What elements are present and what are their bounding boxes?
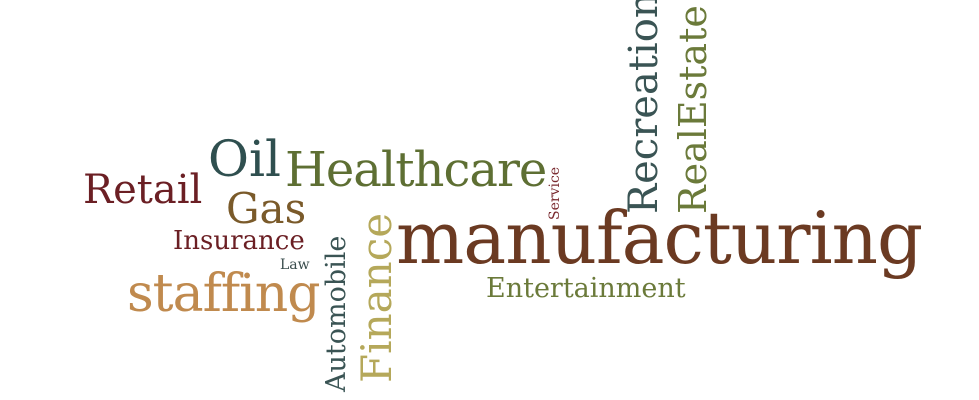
word-insurance: Insurance (173, 226, 305, 256)
word-gas: Gas (226, 184, 307, 233)
word-healthcare: Healthcare (285, 142, 547, 198)
word-automobile: Automobile (321, 235, 352, 392)
word-oil: Oil (208, 130, 281, 188)
word-service: Service (547, 166, 563, 220)
word-finance: Finance (352, 212, 401, 383)
word-retail: Retail (83, 167, 203, 213)
word-staffing: staffing (127, 264, 320, 324)
word-realestate: RealEstate (671, 5, 715, 214)
word-law: Law (280, 257, 310, 273)
word-recreation: Recreation (621, 0, 667, 214)
word-entertainment: Entertainment (486, 273, 686, 304)
word-manufacturing: manufacturing (396, 196, 923, 280)
